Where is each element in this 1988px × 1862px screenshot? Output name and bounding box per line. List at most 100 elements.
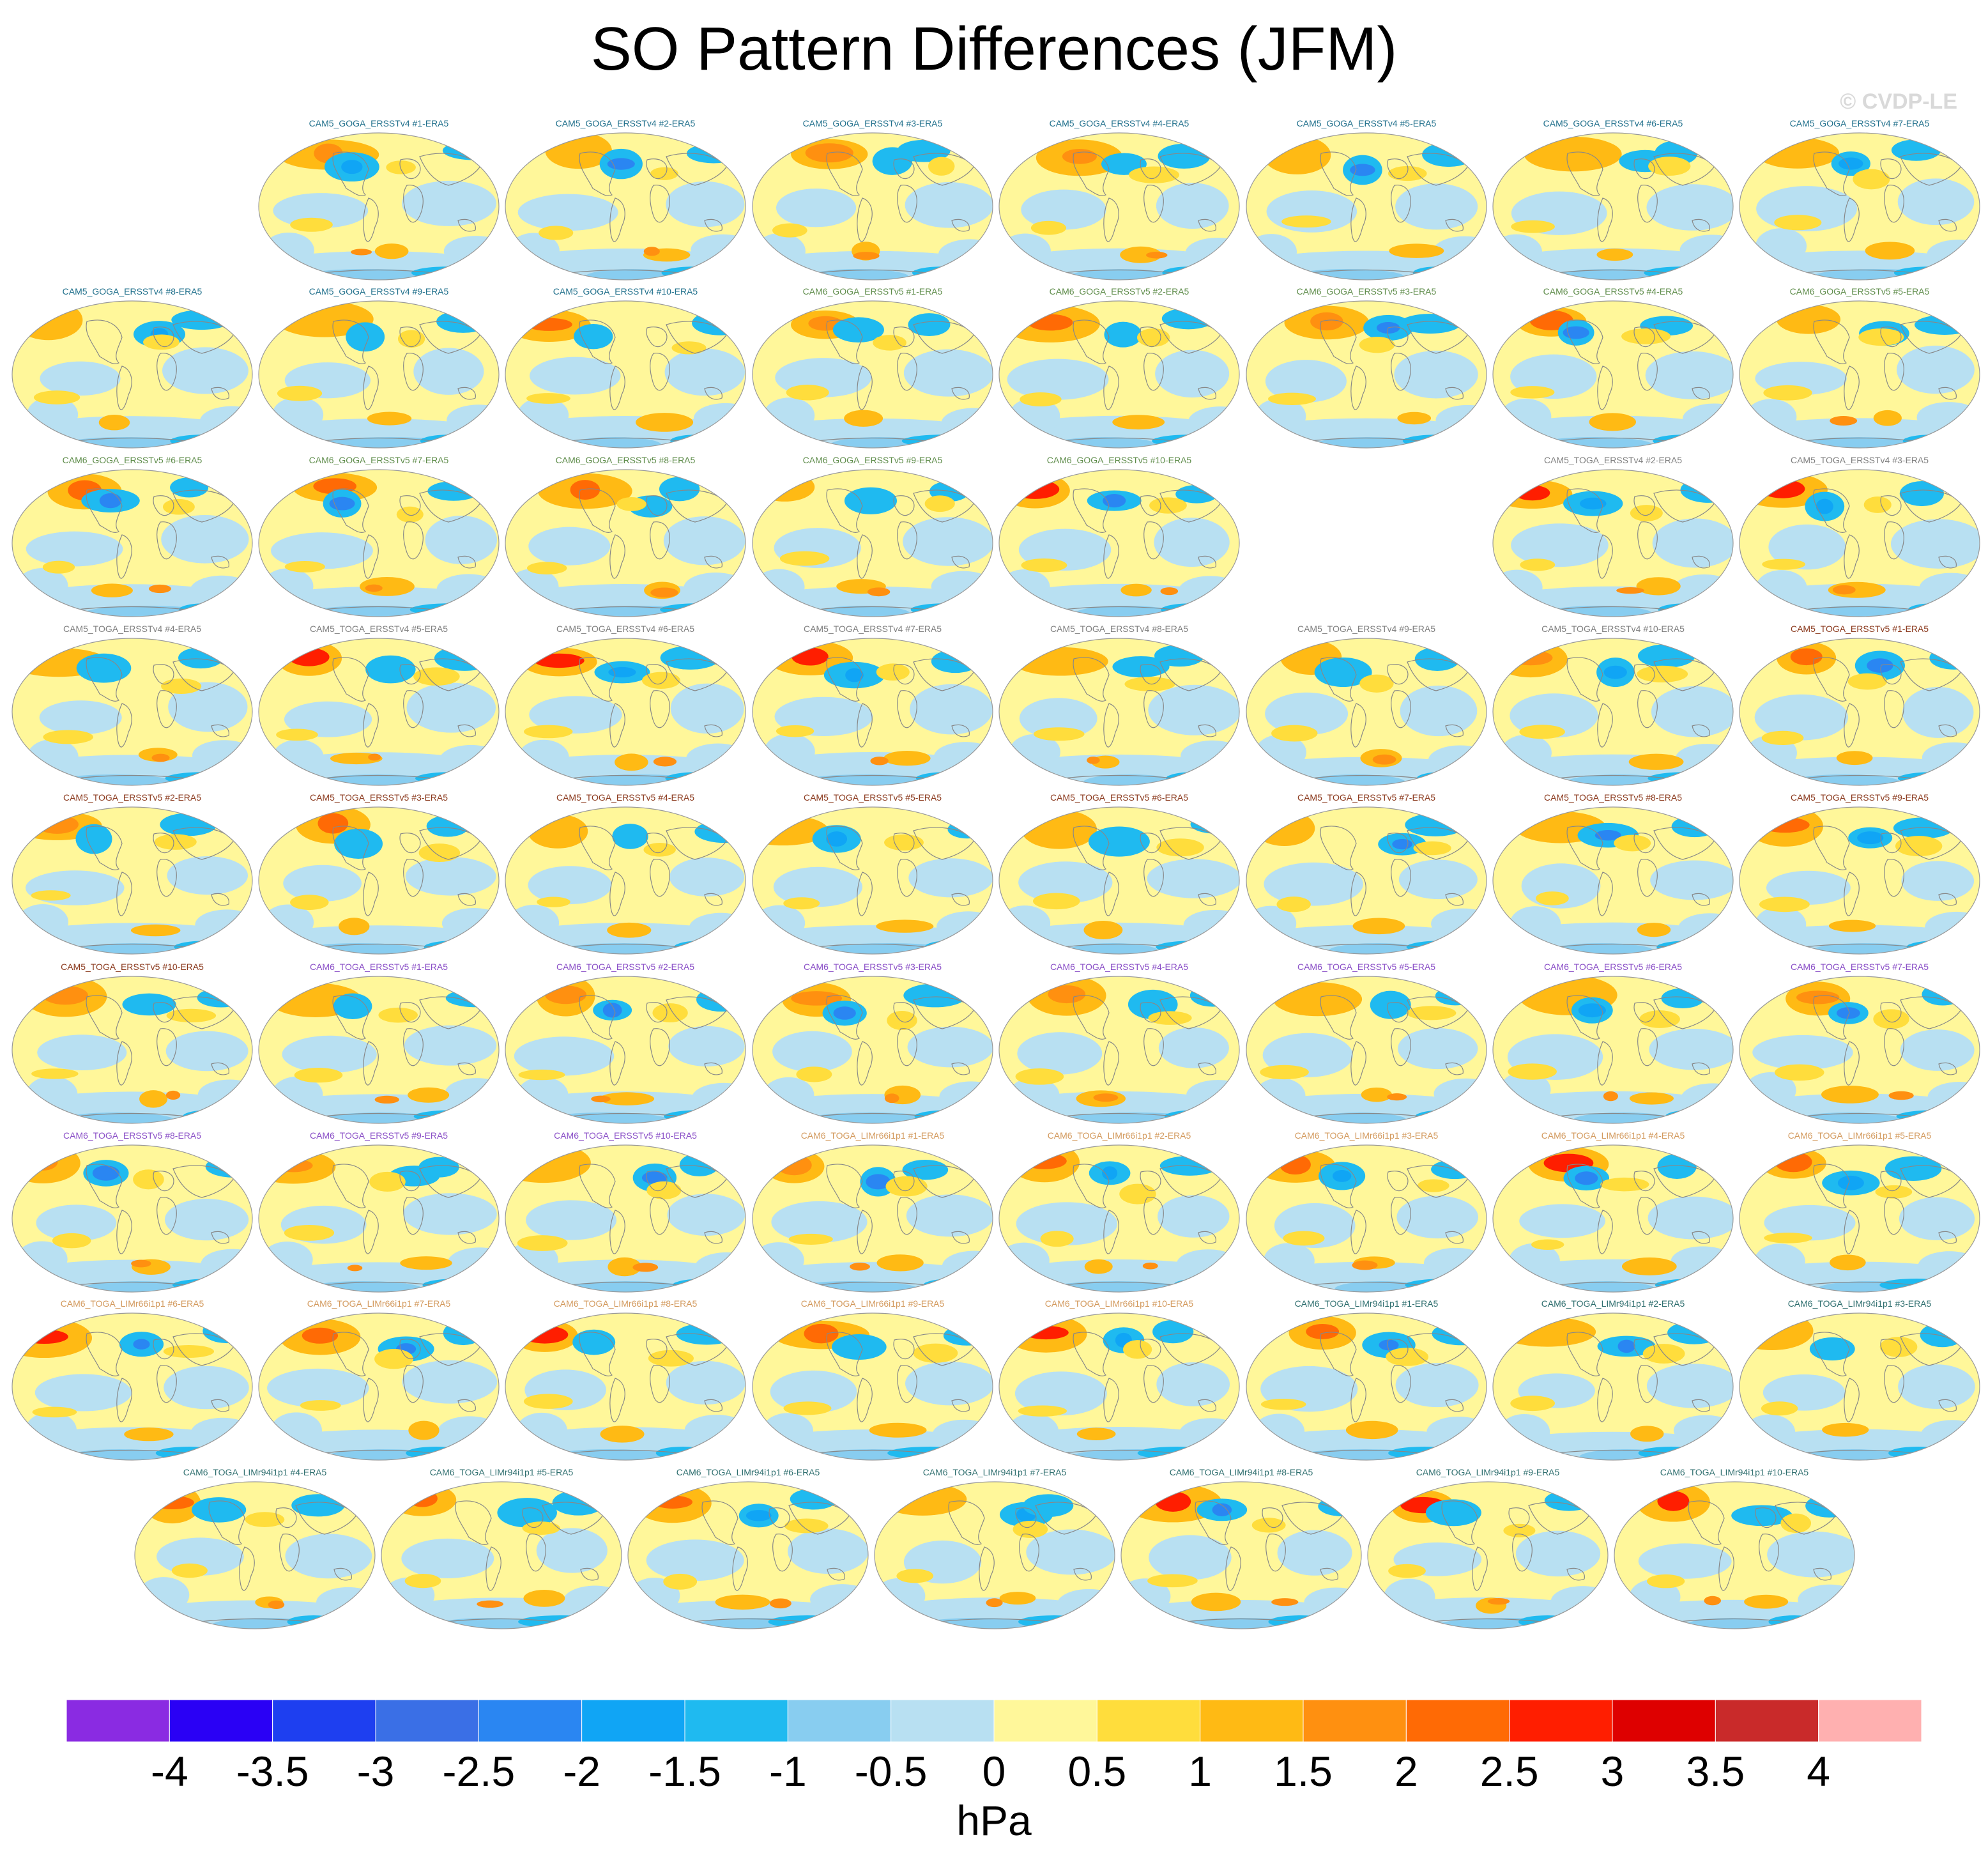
coastline	[1775, 1502, 1837, 1535]
anomaly-negative-moderate	[333, 993, 372, 1020]
anomaly-negative-moderate	[887, 1447, 974, 1459]
anomaly-negative-weak	[261, 1242, 313, 1278]
coastline	[1143, 185, 1164, 223]
coastline	[1813, 995, 1850, 1040]
coastline	[1140, 1171, 1161, 1192]
colorbar-tick-label: -2	[563, 1748, 600, 1795]
map-panel: CAM6_TOGA_ERSSTv5 #1-ERA5	[257, 962, 501, 1127]
anomaly-negative-strong	[1816, 498, 1833, 514]
anomaly-negative-strong	[92, 1166, 120, 1181]
map-panel-plot	[1739, 132, 1980, 281]
anomaly-negative-weak	[1638, 1543, 1732, 1579]
anomaly-negative-moderate	[1166, 772, 1227, 785]
anomaly-negative-moderate	[1313, 437, 1425, 448]
anomaly-negative-moderate	[1920, 1322, 1964, 1348]
coastline	[1637, 353, 1658, 391]
anomaly-negative-moderate	[831, 1334, 887, 1360]
anomaly-positive-moderate	[844, 410, 883, 427]
coastline	[609, 703, 625, 748]
map-panel: CAM5_GOGA_ERSSTv4 #10-ERA5	[503, 286, 747, 451]
coastline	[857, 1041, 873, 1086]
coastline	[1103, 1378, 1119, 1422]
panel-label: CAM5_GOGA_ERSSTv4 #5-ERA5	[1296, 118, 1437, 128]
anomaly-negative-moderate	[1648, 772, 1733, 785]
map-panel: CAM5_TOGA_ERSSTv5 #3-ERA5	[257, 792, 501, 957]
anomaly-positive-weak	[378, 1007, 418, 1023]
coastline	[211, 1399, 229, 1412]
anomaly-positive-weak	[1614, 835, 1651, 852]
coastline	[1073, 1332, 1110, 1376]
map-outline	[258, 806, 500, 955]
anomaly-positive-weak	[539, 226, 574, 240]
anomaly-positive-strong	[268, 1600, 285, 1610]
anomaly-negative-weak	[1264, 862, 1363, 906]
map-panel: CAM5_GOGA_ERSSTv4 #1-ERA5	[257, 118, 501, 283]
coastline	[1900, 1333, 1962, 1366]
coastline	[457, 1062, 476, 1075]
map-panel: CAM6_TOGA_LIMr94i1p1 #5-ERA5	[379, 1467, 623, 1632]
panel-label: CAM5_TOGA_ERSSTv5 #5-ERA5	[803, 792, 942, 803]
panel-label: CAM5_TOGA_ERSSTv5 #3-ERA5	[309, 792, 448, 803]
colorbar-tick-label: -0.5	[854, 1748, 928, 1795]
anomaly-negative-weak	[1646, 1364, 1733, 1408]
anomaly-positive-weak	[1630, 505, 1663, 521]
coastline	[1140, 1339, 1161, 1360]
coastline	[1633, 1171, 1655, 1192]
anomaly-positive-weak	[33, 390, 80, 404]
coastline	[893, 664, 915, 685]
coastline	[1938, 724, 1957, 737]
anomaly-negative-moderate	[1067, 943, 1158, 954]
map-panel: CAM6_GOGA_ERSSTv5 #7-ERA5	[257, 455, 501, 620]
coastline	[1633, 1002, 1655, 1023]
anomaly-negative-weak	[773, 866, 862, 907]
anomaly-negative-weak	[1149, 1535, 1232, 1580]
coastline	[857, 534, 873, 579]
anomaly-positive-moderate	[636, 413, 694, 432]
map-panel: CAM5_GOGA_ERSSTv4 #3-ERA5	[751, 118, 995, 283]
anomaly-negative-weak	[1018, 861, 1113, 904]
anomaly-negative-strong	[1392, 839, 1412, 850]
coastline	[1320, 1567, 1338, 1581]
anomaly-negative-weak	[762, 1413, 814, 1449]
coastline	[1445, 724, 1464, 737]
anomaly-negative-moderate	[415, 772, 495, 785]
anomaly-positive-strong	[533, 653, 585, 668]
anomaly-positive-moderate	[715, 1594, 770, 1610]
anomaly-negative-weak	[933, 742, 993, 773]
anomaly-negative-moderate	[1152, 435, 1234, 447]
anomaly-negative-weak	[668, 1026, 745, 1066]
anomaly-positive-moderate	[1498, 1317, 1596, 1347]
colorbar-swatch	[684, 1700, 788, 1742]
coastline	[897, 1197, 917, 1235]
map-panel-plot	[1367, 1481, 1609, 1629]
coastline	[1143, 1197, 1164, 1235]
coastline	[1880, 1171, 1902, 1192]
anomaly-negative-weak	[270, 532, 373, 569]
anomaly-positive-moderate	[1628, 753, 1684, 770]
coastline	[1880, 1002, 1902, 1023]
anomaly-positive-moderate	[1621, 1257, 1677, 1275]
map-panel: CAM5_TOGA_ERSSTv4 #7-ERA5	[751, 624, 995, 789]
anomaly-negative-weak	[1423, 1247, 1487, 1279]
map-panel: CAM6_TOGA_LIMr66i1p1 #5-ERA5	[1738, 1130, 1982, 1295]
coastline	[1813, 1567, 1831, 1581]
anomaly-positive-weak	[1600, 1177, 1649, 1192]
anomaly-negative-weak	[516, 1412, 568, 1449]
colorbar-tick-label: -3.5	[236, 1748, 309, 1795]
anomaly-positive-strong	[653, 757, 677, 767]
coastline	[826, 995, 863, 1040]
anomaly-negative-weak	[1755, 228, 1807, 265]
map-panel: CAM6_TOGA_LIMr66i1p1 #9-ERA5	[751, 1298, 995, 1463]
anomaly-positive-moderate	[599, 1092, 655, 1105]
anomaly-negative-moderate	[1550, 943, 1654, 954]
anomaly-positive-moderate	[139, 1090, 168, 1108]
coastline	[403, 521, 424, 560]
colorbar-tick-label: 2.5	[1480, 1748, 1539, 1795]
coastline	[701, 1500, 738, 1545]
map-panel-plot	[752, 976, 993, 1124]
coastline	[1407, 1165, 1469, 1198]
map-outline	[1739, 132, 1980, 281]
anomaly-positive-weak	[1648, 157, 1691, 176]
anomaly-negative-weak	[684, 573, 746, 604]
coastline	[609, 197, 625, 242]
